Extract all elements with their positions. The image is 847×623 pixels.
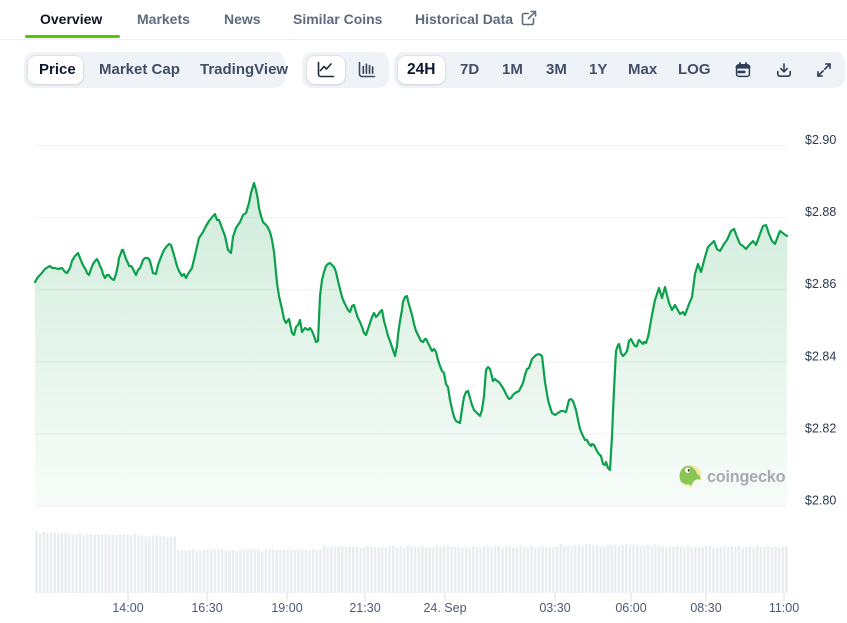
svg-text:08:30: 08:30 <box>690 601 721 615</box>
svg-text:$2.84: $2.84 <box>805 349 836 363</box>
svg-text:$2.86: $2.86 <box>805 277 836 291</box>
svg-text:11:00: 11:00 <box>769 601 799 615</box>
svg-text:$2.88: $2.88 <box>805 205 836 219</box>
svg-text:24. Sep: 24. Sep <box>423 601 466 615</box>
svg-text:$2.90: $2.90 <box>805 133 836 147</box>
svg-text:14:00: 14:00 <box>112 601 143 615</box>
svg-text:06:00: 06:00 <box>615 601 646 615</box>
svg-text:19:00: 19:00 <box>271 601 302 615</box>
svg-text:$2.80: $2.80 <box>805 494 836 508</box>
svg-text:$2.82: $2.82 <box>805 421 836 435</box>
svg-text:21:30: 21:30 <box>349 601 380 615</box>
svg-text:16:30: 16:30 <box>191 601 222 615</box>
svg-text:coingecko: coingecko <box>707 468 786 486</box>
svg-text:03:30: 03:30 <box>539 601 570 615</box>
